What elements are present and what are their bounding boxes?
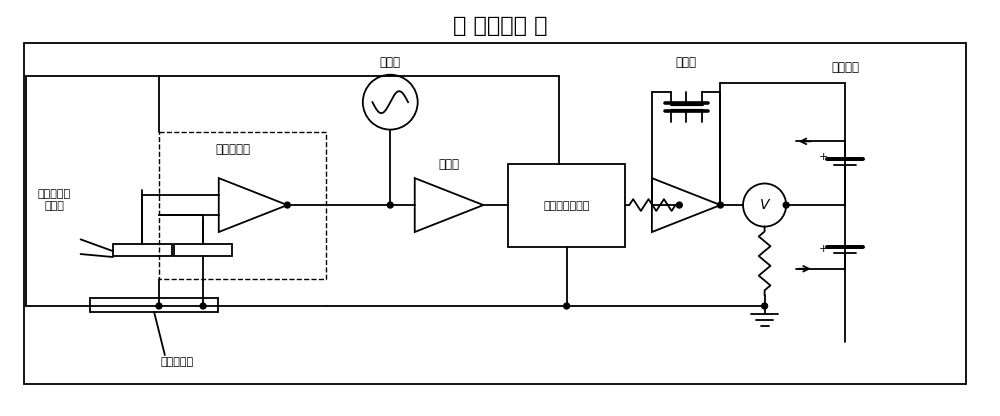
Circle shape [284, 202, 290, 208]
Bar [113, 244, 172, 256]
Text: 相位灵敏调解器: 相位灵敏调解器 [543, 201, 590, 210]
Text: V: V [760, 198, 769, 212]
Bar [159, 131, 326, 279]
Text: 前置放大器: 前置放大器 [215, 143, 250, 156]
Circle shape [762, 303, 768, 309]
Text: +: + [819, 152, 828, 162]
Text: ＜ 现有技术 ＞: ＜ 现有技术 ＞ [453, 16, 547, 36]
Text: 自举电源: 自举电源 [831, 62, 859, 74]
Bar [90, 298, 218, 312]
Circle shape [783, 202, 789, 208]
Bar [24, 43, 966, 384]
Text: 放大器: 放大器 [439, 158, 460, 171]
Circle shape [200, 303, 206, 309]
Text: +: + [819, 244, 828, 254]
Bar [174, 244, 232, 256]
Text: 积分器: 积分器 [676, 57, 697, 69]
Text: 带电体表面: 带电体表面 [160, 357, 193, 367]
Text: 振荡器: 振荡器 [380, 57, 401, 69]
Text: 振动开尔文
传感器: 振动开尔文 传感器 [37, 189, 71, 211]
Bar [508, 164, 625, 247]
Circle shape [156, 303, 162, 309]
Circle shape [718, 202, 723, 208]
Circle shape [387, 202, 393, 208]
Circle shape [564, 303, 570, 309]
Circle shape [676, 202, 682, 208]
